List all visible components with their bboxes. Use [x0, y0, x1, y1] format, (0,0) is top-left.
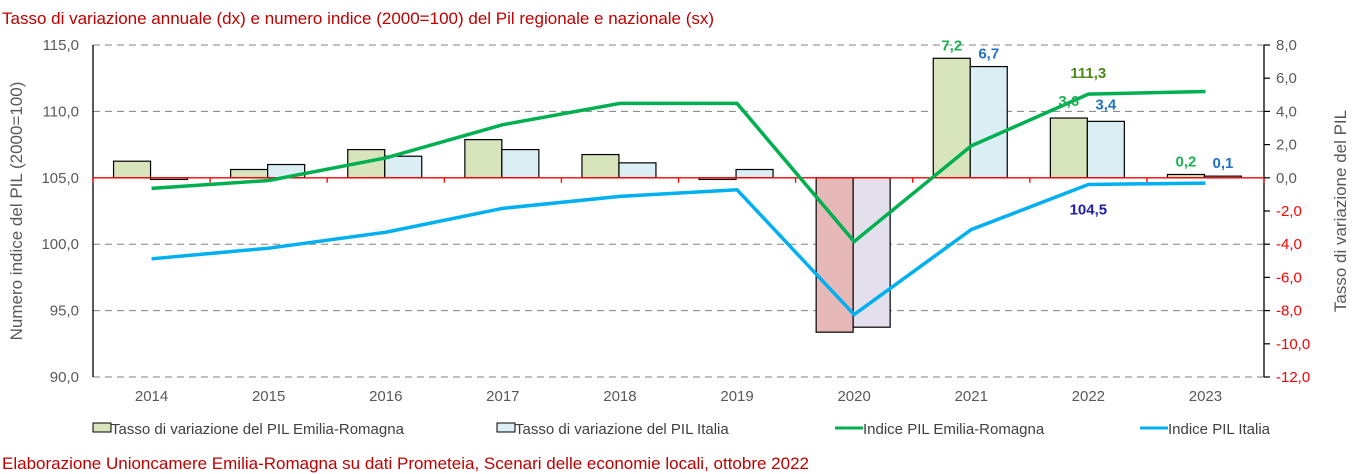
right-tick-label: 8,0 [1276, 37, 1297, 54]
data-label: 104,5 [1070, 201, 1108, 218]
category-label: 2017 [486, 388, 519, 405]
data-label: 3,6 [1058, 93, 1079, 110]
bar-italia [501, 148, 540, 179]
line-indice-pil-italia [151, 181, 1206, 317]
left-tick-label: 105,0 [41, 170, 79, 187]
left-axis-title: Numero indice del PIL (2000=100) [7, 82, 26, 341]
bar-emilia-romagna [230, 168, 269, 179]
data-label: 6,7 [978, 46, 999, 63]
right-tick-label: -4,0 [1276, 236, 1302, 253]
legend-swatch [92, 422, 112, 433]
left-tick-label: 95,0 [50, 303, 79, 320]
bar-emilia-romagna [1049, 117, 1088, 179]
bar-italia [384, 155, 423, 179]
right-tick-label: -8,0 [1276, 303, 1302, 320]
left-tick-label: 110,0 [43, 103, 79, 120]
bar-emilia-romagna [581, 153, 620, 179]
left-tick-label: 90,0 [50, 369, 79, 386]
legend: Tasso di variazione del PIL Emilia-Romag… [92, 421, 1271, 438]
category-label: 2020 [837, 388, 870, 405]
right-tick-label: 6,0 [1276, 70, 1297, 87]
category-label: 2018 [603, 388, 636, 405]
category-label: 2023 [1189, 388, 1222, 405]
right-tick-label: -2,0 [1276, 203, 1302, 220]
bar-italia [735, 168, 774, 179]
right-tick-label: 4,0 [1276, 103, 1297, 120]
data-label: 7,2 [941, 37, 962, 54]
legend-label: Indice PIL Emilia-Romagna [863, 421, 1045, 438]
data-label: 0,2 [1176, 153, 1197, 170]
category-label: 2016 [369, 388, 402, 405]
data-labels: 7,2 3,6 0,2 6,7 3,4 0,1 111,3 104,5 [941, 37, 1233, 218]
bar-italia [969, 65, 1008, 179]
left-tick-label: 115,0 [43, 37, 79, 54]
chart-footer: Elaborazione Unioncamere Emilia-Romagna … [2, 454, 809, 473]
bar-italia [618, 162, 657, 179]
right-axis-title: Tasso di variazione del PIL [1331, 110, 1350, 312]
right-tick-label: 0,0 [1276, 170, 1297, 187]
legend-label: Tasso di variazione del PIL Italia [515, 421, 729, 438]
category-label: 2015 [252, 388, 285, 405]
legend-swatch [496, 422, 516, 433]
right-tick-label: -10,0 [1276, 336, 1310, 353]
bar-italia [852, 177, 891, 328]
lines [151, 89, 1206, 317]
data-label: 111,3 [1070, 65, 1106, 82]
bar-emilia-romagna [112, 160, 152, 179]
category-label: 2019 [720, 388, 753, 405]
left-tick-label: 100,0 [41, 236, 79, 253]
category-label: 2022 [1072, 388, 1105, 405]
category-label: 2021 [955, 388, 988, 405]
bar-emilia-romagna [932, 57, 971, 179]
legend-label: Tasso di variazione del PIL Emilia-Romag… [111, 421, 405, 438]
data-label: 0,1 [1213, 155, 1234, 172]
legend-label: Indice PIL Italia [1168, 421, 1271, 438]
bar-emilia-romagna [464, 139, 503, 179]
category-label: 2014 [135, 388, 168, 405]
chart-title: Tasso di variazione annuale (dx) e numer… [2, 9, 714, 28]
data-label: 3,4 [1095, 96, 1117, 113]
bars [112, 57, 1243, 333]
right-tick-label: -6,0 [1276, 269, 1302, 286]
right-tick-label: -12,0 [1276, 369, 1310, 386]
line-indice-pil-emilia-romagna [151, 89, 1206, 244]
right-tick-label: 2,0 [1276, 137, 1297, 154]
axes: 90,0 95,0 100,0 105,0 110,0 115,0 -12,0 -10,0 -8… [41, 37, 1310, 405]
bar-italia [1086, 120, 1125, 179]
